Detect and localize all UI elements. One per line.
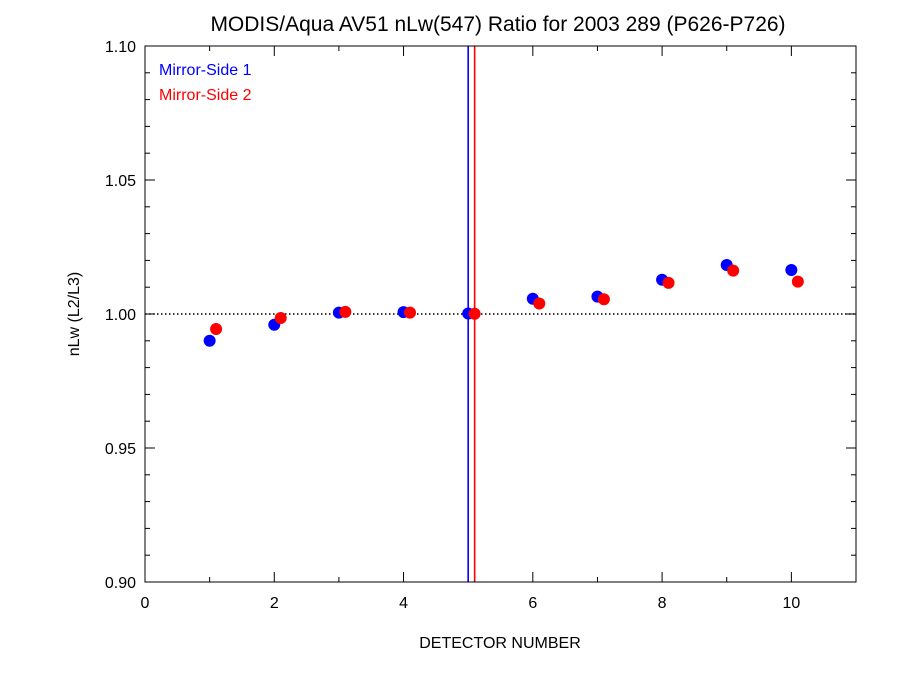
data-points (203, 258, 804, 347)
x-tick-label: 8 (658, 595, 667, 612)
x-tick-label: 10 (782, 595, 800, 612)
chart-title: MODIS/Aqua AV51 nLw(547) Ratio for 2003 … (210, 13, 785, 36)
axis-ticks: 0 2 4 6 8 10 0.90 0.95 1.00 1.05 1.10 (105, 39, 856, 612)
legend: Mirror-Side 1 Mirror-Side 2 (159, 62, 252, 104)
y-tick-label: 1.00 (105, 307, 136, 324)
data-point (662, 276, 675, 289)
reference-lines (145, 46, 856, 582)
x-tick-label: 2 (270, 595, 279, 612)
y-tick-label: 0.95 (105, 441, 136, 458)
y-tick-label: 1.05 (105, 173, 136, 190)
data-point (203, 334, 216, 347)
x-tick-label: 0 (141, 595, 150, 612)
data-point (468, 307, 481, 320)
legend-entry: Mirror-Side 2 (159, 87, 252, 104)
data-point (533, 297, 546, 310)
data-point (274, 312, 287, 325)
x-axis-label: DETECTOR NUMBER (419, 635, 581, 652)
x-tick-label: 6 (528, 595, 537, 612)
y-tick-label: 1.10 (105, 39, 136, 56)
x-tick-label: 4 (399, 595, 408, 612)
data-point (785, 264, 798, 277)
data-point (727, 264, 740, 277)
data-point (339, 305, 352, 318)
data-point (404, 306, 417, 319)
plot-frame (144, 45, 857, 583)
legend-entry: Mirror-Side 1 (159, 62, 252, 79)
y-tick-label: 0.90 (105, 575, 136, 592)
data-point (597, 293, 610, 306)
data-point (210, 323, 223, 336)
data-point (791, 275, 804, 288)
y-axis-label: nLw (L2/L3) (66, 272, 83, 357)
